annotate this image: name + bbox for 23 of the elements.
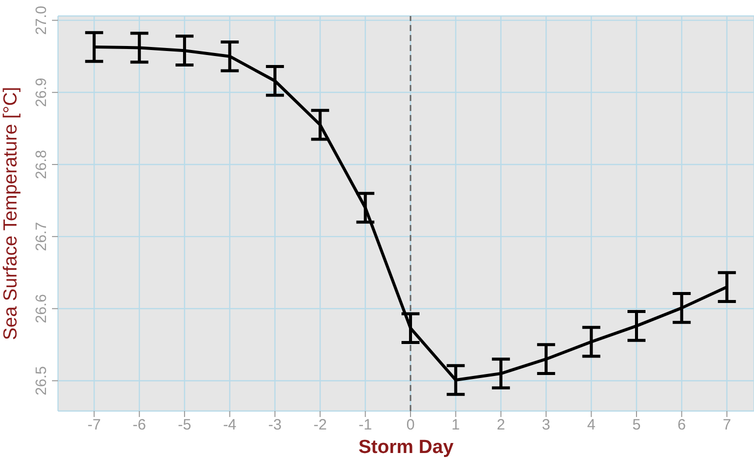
y-tick-label: 26.8: [33, 150, 50, 180]
x-tick-label: 3: [542, 416, 550, 434]
y-tick-label: 26.9: [33, 78, 50, 108]
x-tick-label: 7: [722, 416, 732, 434]
y-tick-label: 26.7: [33, 222, 50, 252]
x-tick-label: 6: [678, 416, 686, 434]
x-axis-title: Storm Day: [358, 437, 454, 458]
x-tick-label: 2: [496, 416, 506, 434]
x-tick-label: -3: [268, 416, 282, 434]
x-tick-label: -1: [358, 416, 372, 434]
y-axis-title: Sea Surface Temperature [°C]: [0, 86, 22, 340]
y-tick-label: 27.0: [33, 6, 50, 35]
y-tick-label: 26.5: [33, 366, 50, 396]
x-tick-label: -5: [178, 416, 192, 434]
x-tick-label: -7: [87, 416, 101, 434]
x-tick-label: -4: [223, 416, 236, 434]
x-tick-label: 5: [632, 416, 641, 434]
x-tick-label: 0: [406, 416, 415, 434]
x-tick-label: -2: [313, 416, 327, 434]
y-tick-label: 26.6: [33, 294, 50, 324]
x-tick-label: 4: [587, 416, 596, 434]
x-tick-label: -6: [132, 416, 146, 434]
x-tick-label: 1: [452, 416, 460, 434]
